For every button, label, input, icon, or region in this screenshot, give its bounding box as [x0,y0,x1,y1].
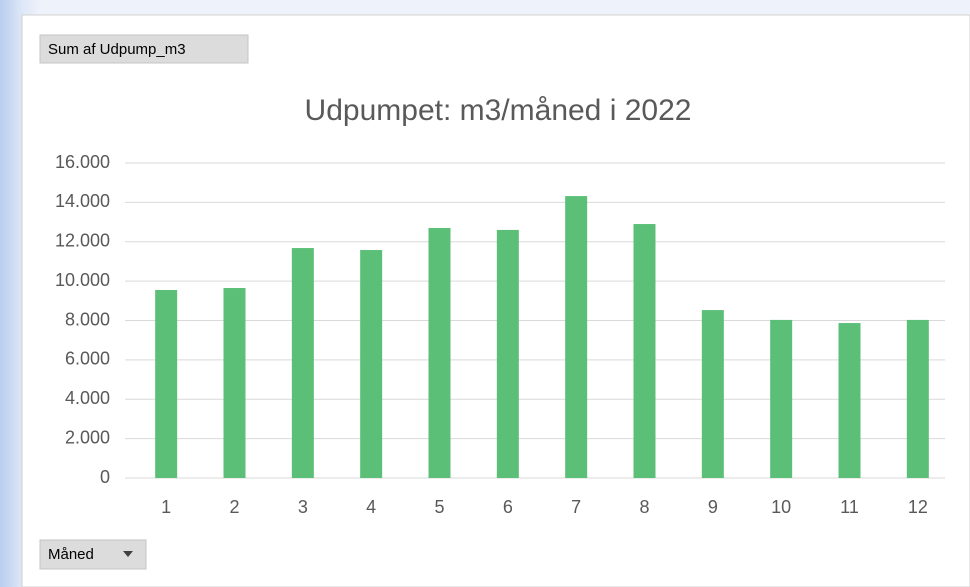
bar [496,229,519,478]
y-tick-label: 16.000 [55,152,110,172]
y-tick-label: 12.000 [55,231,110,251]
x-tick-label: 9 [708,497,718,517]
bar [155,289,178,478]
axis-field-label: Måned [48,546,94,563]
dropdown-arrow [123,551,133,557]
chart-title: Udpumpet: m3/måned i 2022 [305,94,692,127]
x-tick-label: 3 [298,497,308,517]
x-tick-label: 5 [434,497,444,517]
y-tick-label: 10.000 [55,270,110,290]
bar [223,288,246,478]
y-tick-label: 4.000 [65,388,110,408]
x-tick-label: 6 [503,497,513,517]
y-tick-label: 2.000 [65,427,110,447]
bar [701,310,724,478]
value-field-button[interactable] [39,34,249,64]
bar [770,319,793,478]
x-tick-label: 7 [571,497,581,517]
bar [633,224,656,478]
y-tick-label: 0 [100,467,110,487]
bar [838,323,861,478]
x-tick-label: 2 [229,497,239,517]
x-tick-label: 4 [366,497,376,517]
bar [428,227,451,478]
y-tick-label: 14.000 [55,191,110,211]
bar [291,248,314,478]
x-tick-label: 12 [908,497,928,517]
x-tick-label: 1 [161,497,171,517]
bar [360,250,383,478]
x-tick-label: 10 [771,497,791,517]
y-tick-label: 8.000 [65,309,110,329]
value-field-label: Sum af Udpump_m3 [48,41,186,58]
x-tick-label: 11 [840,497,859,517]
chart-area [21,14,970,587]
bar [565,196,588,478]
bar [906,319,929,478]
y-tick-label: 6.000 [65,349,110,369]
x-tick-label: 8 [639,497,649,517]
